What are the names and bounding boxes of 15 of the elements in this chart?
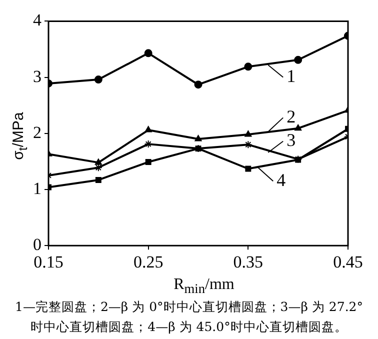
x-tick-label: 0.25 (133, 252, 164, 272)
y-tick-label: 3 (33, 66, 42, 86)
text: 1—完整圆盘；2—β 为 0°时中心直切槽圆盘；3—β 为 27.2°时中心直切槽圆盘；4—β 为 45.0°时中心直切槽圆盘。 (14, 298, 364, 336)
legend-label: 4 (276, 170, 286, 190)
x-tick-label: 0.15 (34, 252, 64, 272)
y-tick-label: 0 (33, 235, 42, 254)
legend-label: 3 (286, 130, 296, 150)
y-tick-label: 2 (33, 122, 42, 142)
y-tick-label: 4 (33, 10, 42, 30)
legend-label: 2 (286, 106, 296, 126)
y-tick-label: 1 (33, 178, 42, 198)
x-axis-title: R$_{min}$/mm (172, 276, 236, 298)
legend-label: 1 (286, 66, 296, 86)
x-tick-label: 0.45 (333, 252, 363, 272)
x-tick-label: 0.35 (233, 252, 264, 272)
